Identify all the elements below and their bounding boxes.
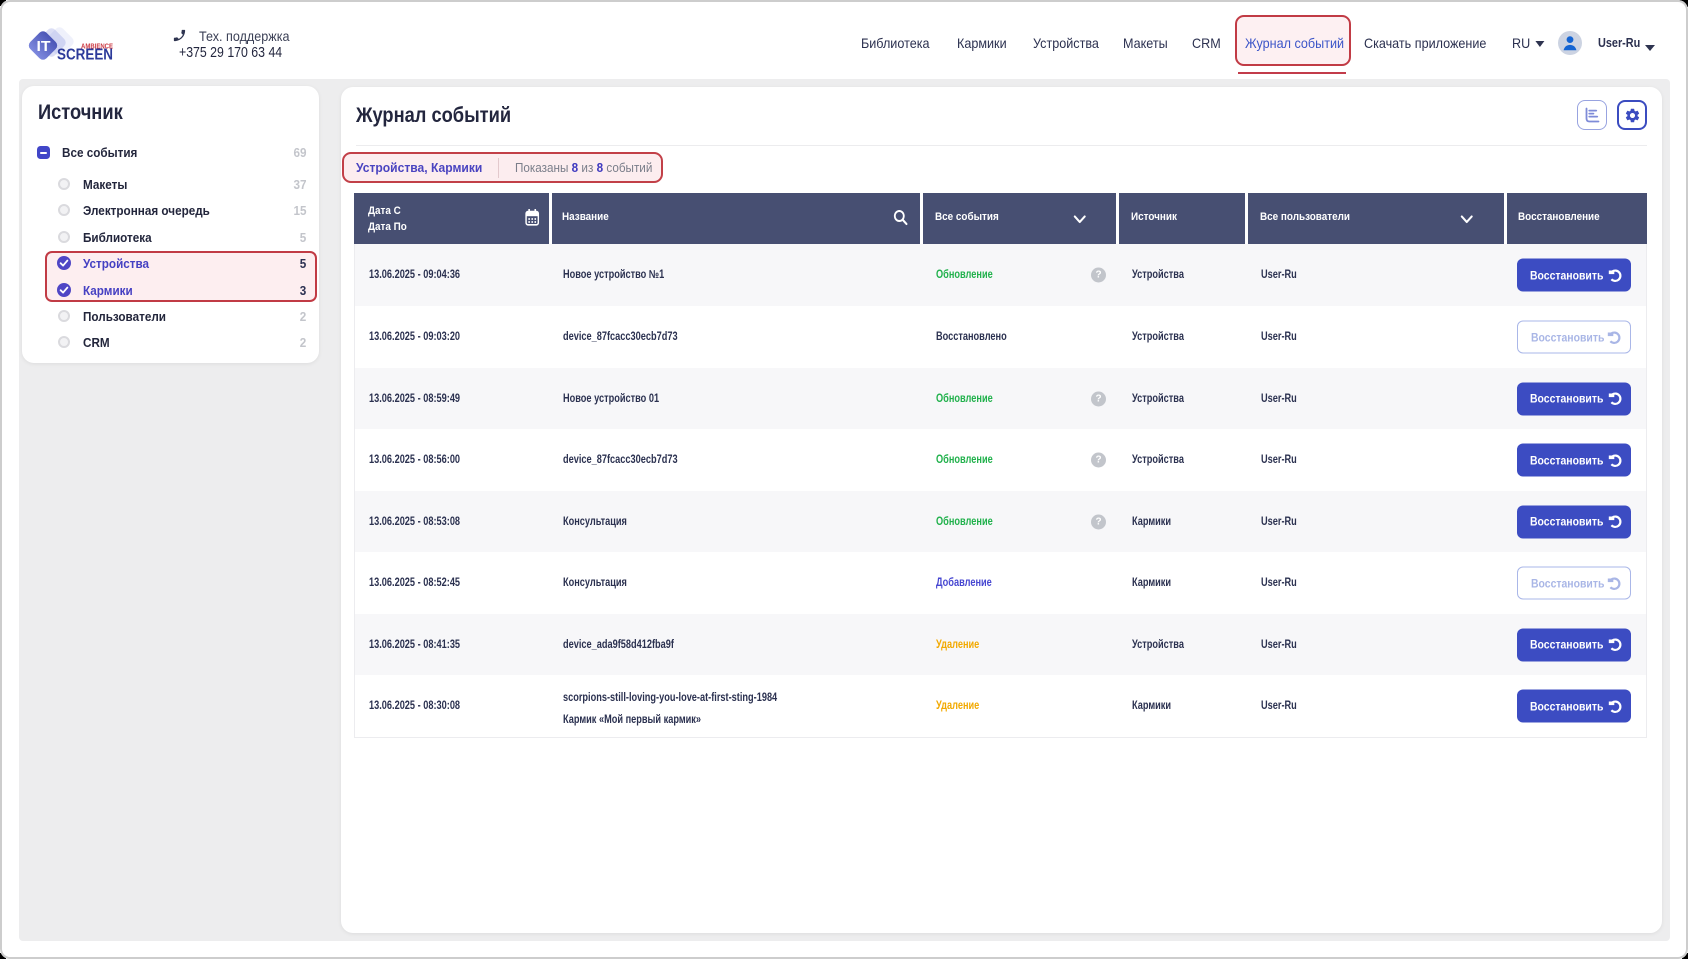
svg-text:AMBIENCE: AMBIENCE (81, 44, 113, 51)
svg-text:IT: IT (37, 38, 51, 55)
svg-text:SCREEN: SCREEN (57, 47, 113, 64)
